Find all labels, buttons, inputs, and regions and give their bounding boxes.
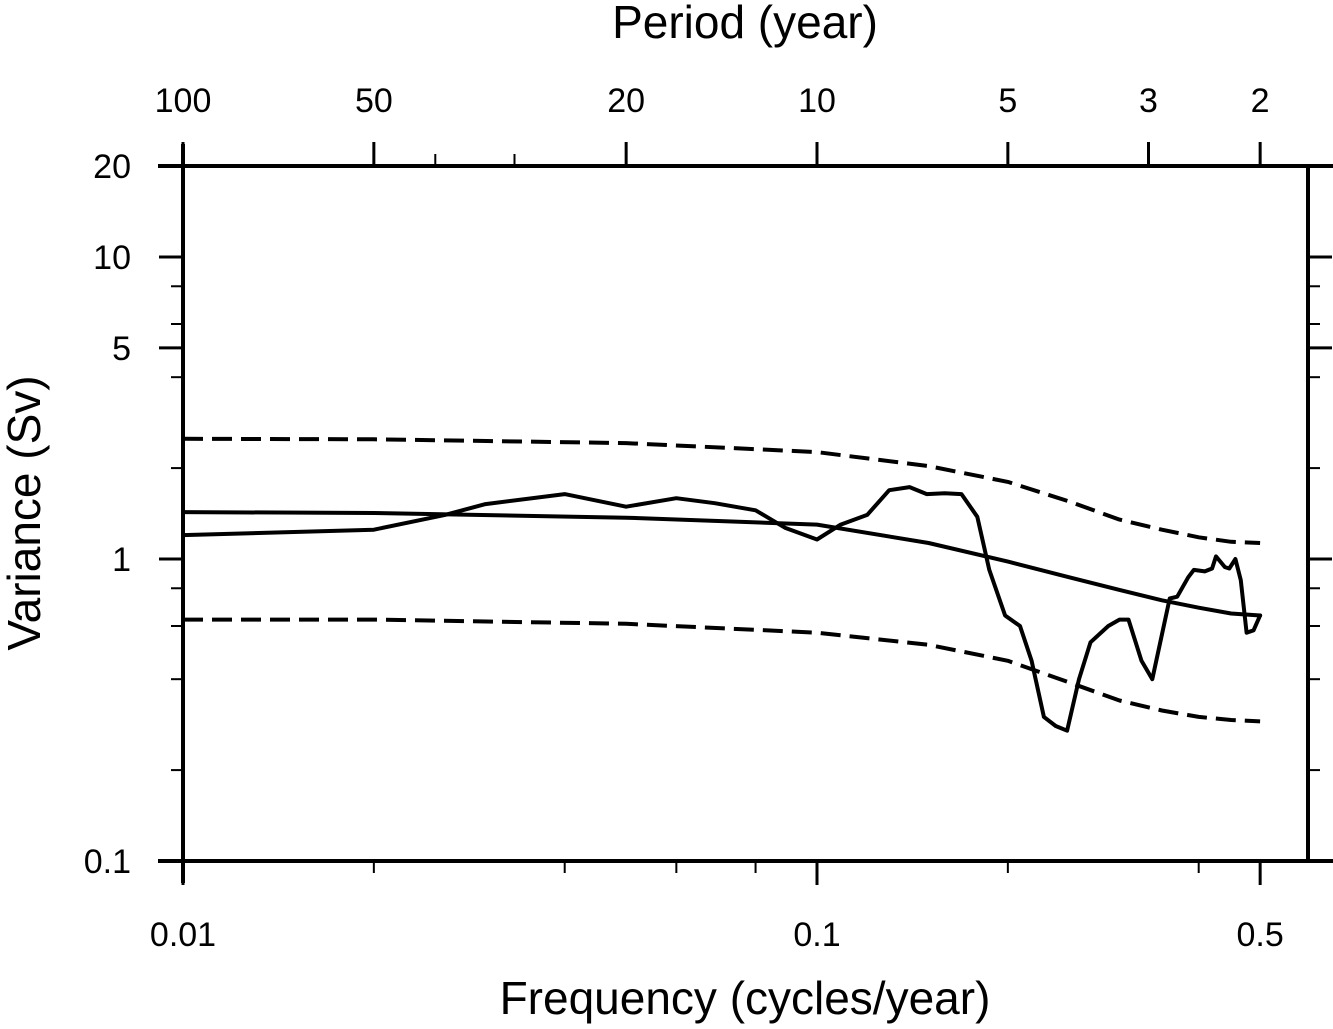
y-tick-label: 1 <box>112 541 131 579</box>
axis-ticks <box>159 142 1332 885</box>
top-tick-label: 3 <box>1139 82 1158 120</box>
series-layer <box>181 436 1263 733</box>
x-tick-label: 0.5 <box>1237 916 1284 954</box>
y-tick-label: 5 <box>112 330 131 368</box>
top-tick-label: 2 <box>1251 82 1270 120</box>
top-tick-label: 10 <box>798 82 836 120</box>
x-axis-title: Frequency (cycles/year) <box>500 972 991 1024</box>
y-tick-label: 10 <box>93 239 131 277</box>
series-spectrum-line <box>181 485 1263 733</box>
x-tick-label: 0.01 <box>150 916 216 954</box>
top-tick-label: 50 <box>355 82 393 120</box>
series-lower-bound-line <box>183 617 1261 724</box>
top-tick-label: 100 <box>155 82 212 120</box>
tick-labels: 20 10 5 1 0.1 0.01 0.1 0.5 100 50 20 10 5 3 2 <box>84 82 1284 954</box>
y-tick-label: 0.1 <box>84 843 131 881</box>
series-red-noise-line <box>181 510 1263 618</box>
y-tick-label: 20 <box>93 148 131 186</box>
top-axis-title: Period (year) <box>612 0 878 48</box>
series-upper-bound-line <box>182 436 1261 545</box>
top-tick-label: 5 <box>998 82 1017 120</box>
top-tick-label: 20 <box>607 82 645 120</box>
x-tick-label: 0.1 <box>793 916 840 954</box>
y-axis-title: Variance (Sv) <box>0 375 50 650</box>
